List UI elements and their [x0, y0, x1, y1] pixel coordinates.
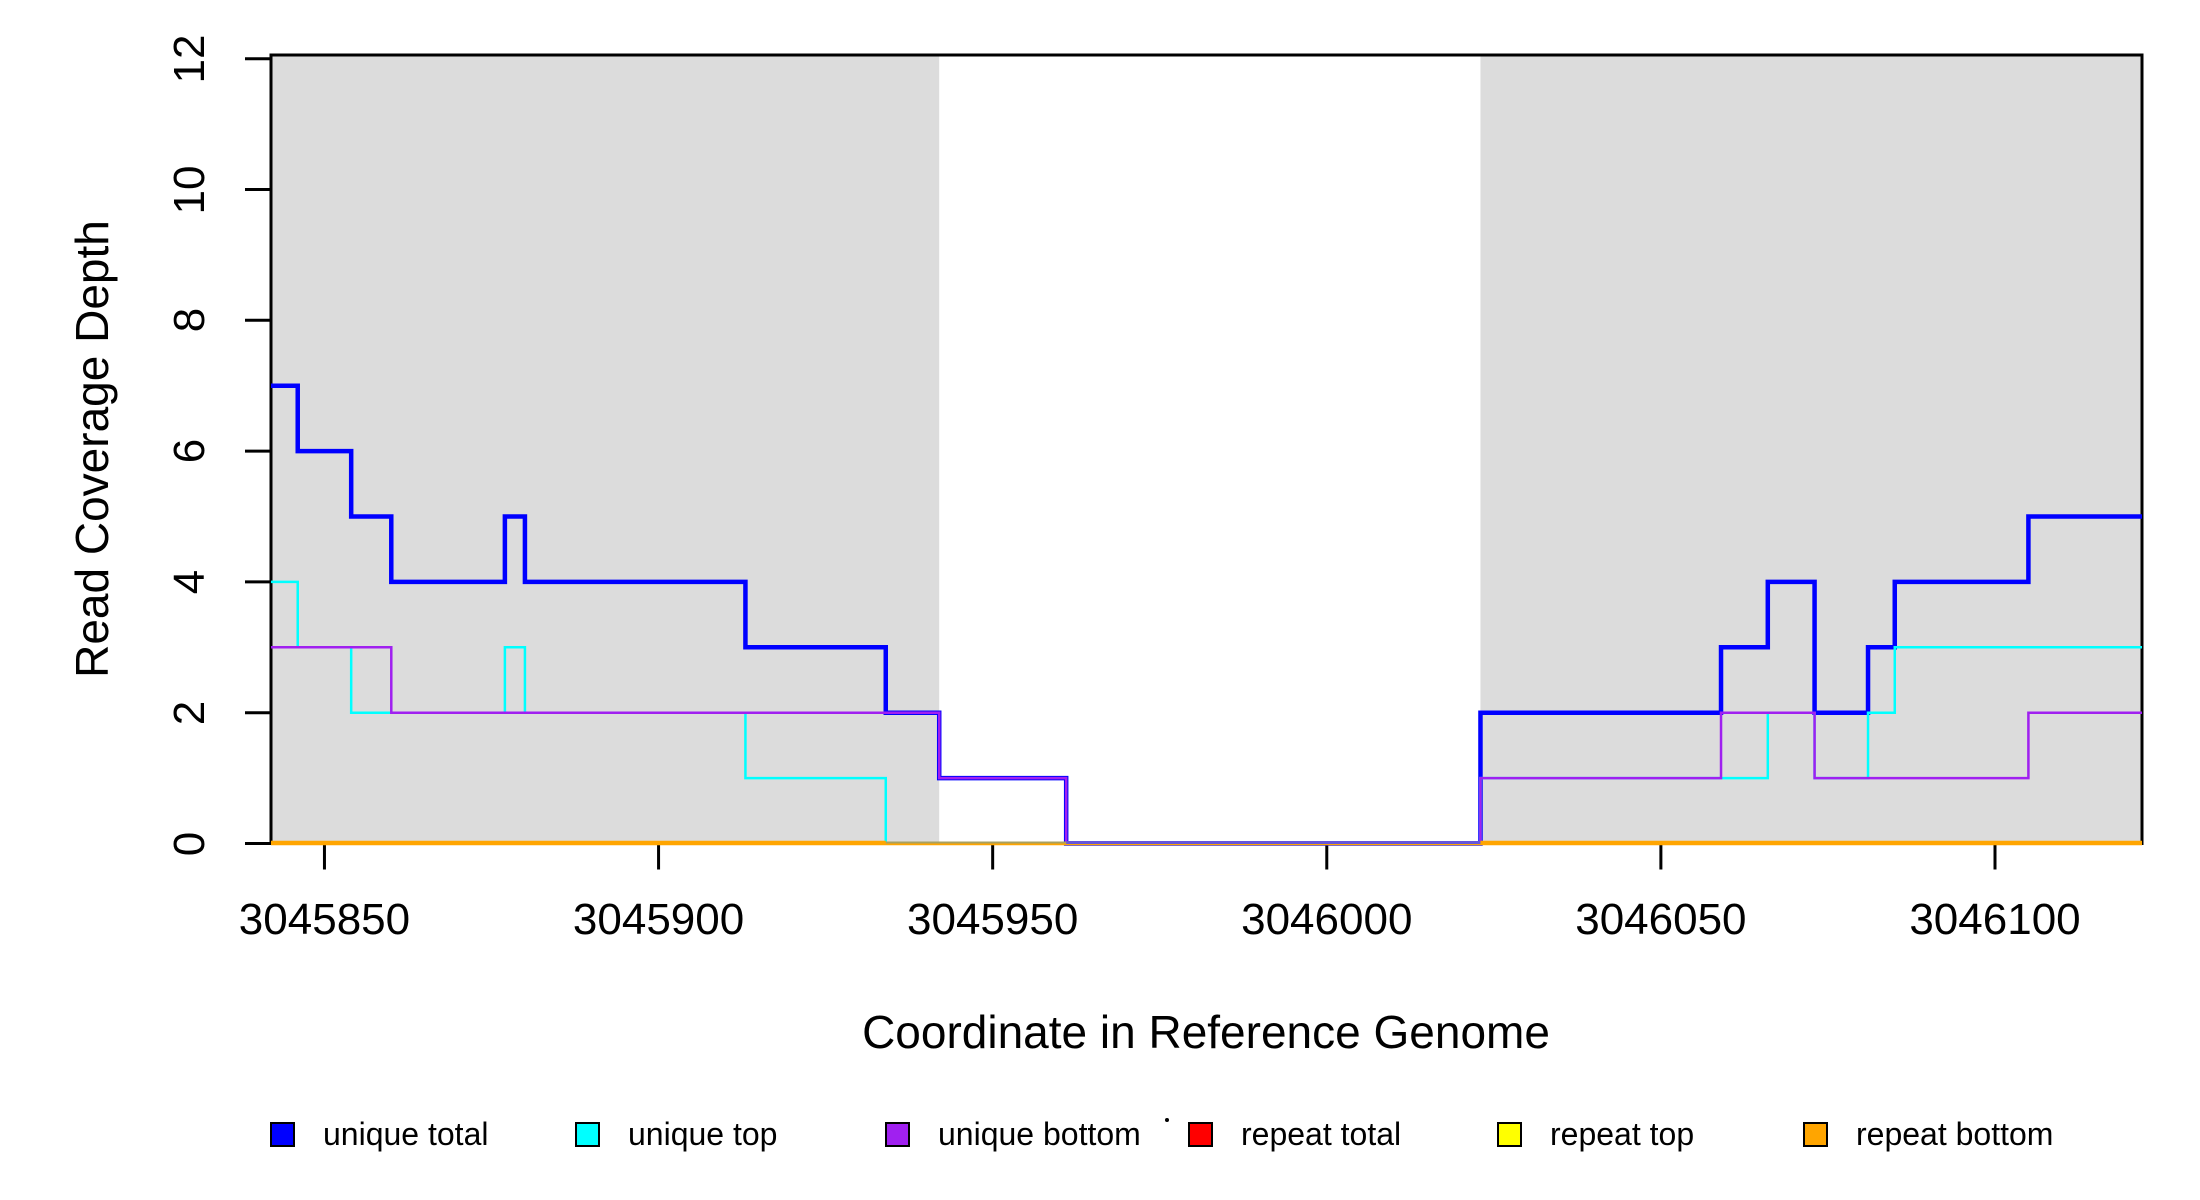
legend-item-unique-total: unique total	[270, 1116, 489, 1152]
x-tick-label: 3045850	[238, 895, 411, 944]
shaded-region	[1480, 56, 2142, 844]
legend-swatch-unique-top	[575, 1121, 600, 1147]
series-unique-bottom	[271, 646, 2142, 845]
legend-label: unique top	[628, 1116, 778, 1152]
legend-label: unique total	[323, 1116, 489, 1152]
x-tick-label: 3046100	[1909, 895, 2081, 944]
legend-item-unique-top: unique top	[575, 1116, 778, 1152]
legend-item-repeat-top: repeat top	[1497, 1116, 1695, 1152]
legend-swatch-repeat-top	[1497, 1121, 1522, 1147]
legend-item-repeat-total: repeat total	[1188, 1116, 1402, 1152]
legend-swatch-unique-total	[270, 1121, 295, 1147]
y-tick-label: 10	[165, 165, 214, 214]
y-axis-title: Read Coverage Depth	[66, 220, 118, 678]
legend-item-unique-bottom: unique bottom	[885, 1116, 1141, 1152]
x-tick-label: 3045950	[907, 895, 1079, 944]
legend-swatch-repeat-total	[1188, 1121, 1213, 1147]
legend-label: unique bottom	[938, 1116, 1141, 1152]
legend-label: repeat bottom	[1856, 1116, 2054, 1152]
x-tick-label: 3046050	[1575, 895, 1747, 944]
legend-label: repeat total	[1241, 1116, 1402, 1152]
stray-dot	[1165, 1118, 1169, 1122]
x-tick-label: 3045900	[572, 895, 745, 944]
y-tick-label: 12	[165, 34, 214, 84]
x-axis-title: Coordinate in Reference Genome	[862, 1006, 1550, 1058]
y-tick-label: 6	[165, 438, 214, 464]
x-tick-label: 3046000	[1241, 895, 1413, 944]
legend-swatch-unique-bottom	[885, 1121, 910, 1147]
shaded-region	[271, 56, 940, 844]
y-tick-label: 2	[165, 700, 214, 725]
legend-label: repeat top	[1550, 1116, 1695, 1152]
legend-swatch-repeat-bottom	[1803, 1121, 1828, 1147]
y-tick-label: 8	[165, 308, 214, 333]
y-tick-label: 4	[165, 569, 214, 595]
legend-item-repeat-bottom: repeat bottom	[1803, 1116, 2054, 1152]
series-unique-top	[271, 580, 2142, 845]
y-tick-label: 0	[165, 831, 214, 856]
